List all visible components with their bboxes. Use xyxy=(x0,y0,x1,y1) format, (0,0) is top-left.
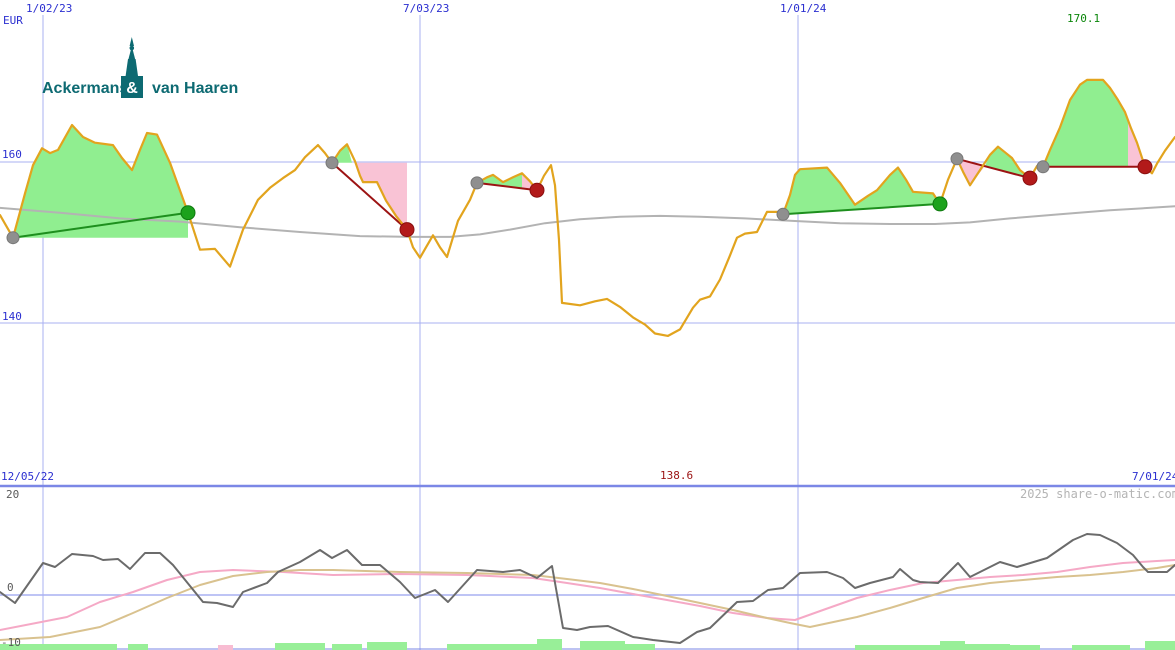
trade-3-entry-dot xyxy=(470,176,484,190)
price-tick-140: 140 xyxy=(2,310,22,323)
osc-tick-0: 0 xyxy=(7,581,14,594)
trade-2-exit-dot xyxy=(399,222,415,238)
oscillator-signal-pink xyxy=(0,559,1175,631)
histogram-bar-12 xyxy=(940,641,965,650)
logo-text-right: van Haaren xyxy=(152,80,239,97)
low-price-label: 138.6 xyxy=(660,469,694,482)
histogram-bar-16 xyxy=(1145,641,1175,650)
price-tick-160: 160 xyxy=(2,148,22,161)
histogram-bar-11 xyxy=(855,645,940,650)
trade-2-trend-line xyxy=(331,162,408,231)
trade2-profit-area xyxy=(332,144,352,163)
histogram-bar-6 xyxy=(367,642,407,650)
trade-1-trend-line xyxy=(12,211,189,239)
histogram-bar-14 xyxy=(1010,645,1040,650)
oscillator-signal-tan xyxy=(0,564,1175,641)
trade-5-trend-line xyxy=(956,157,1031,180)
trade-4-exit-dot xyxy=(932,196,948,212)
moving-average-line xyxy=(0,205,1175,238)
osc-tick-20: 20 xyxy=(6,488,20,501)
histogram-bar-7 xyxy=(447,644,537,650)
trade-3-trend-line xyxy=(476,181,538,192)
trade1-profit-area xyxy=(13,125,188,238)
trade-5-entry-dot xyxy=(950,152,964,166)
date-label-top-3: 1/01/24 xyxy=(780,2,827,15)
osc-tick-minus-10: -10 xyxy=(1,636,21,649)
trade-6-entry-dot xyxy=(1036,160,1050,174)
trade-1-entry-dot xyxy=(6,231,20,245)
trade-3-exit-dot xyxy=(529,182,545,198)
histogram-bar-4 xyxy=(275,643,325,650)
trade4-profit-area xyxy=(783,167,940,215)
trade6-profit-area xyxy=(1043,79,1128,167)
currency-label: EUR xyxy=(3,14,23,27)
trade-4-entry-dot xyxy=(776,207,790,221)
date-label-bottom-2: 7/01/24 xyxy=(1132,470,1175,483)
histogram-bar-1 xyxy=(0,644,117,650)
logo-tower-icon: & xyxy=(121,37,143,98)
histogram-bar-9 xyxy=(580,641,625,650)
histogram-bar-5 xyxy=(332,644,362,650)
trade-2-entry-dot xyxy=(325,156,339,170)
trade5-profit-area xyxy=(985,146,1030,179)
watermark: 2025 share-o-matic.com xyxy=(1020,487,1175,501)
histogram-bar-2 xyxy=(128,644,148,650)
histogram-bar-3 xyxy=(218,645,233,650)
trade-1-exit-dot xyxy=(180,205,196,221)
high-price-label: 170.1 xyxy=(1067,12,1101,25)
logo-text-left: Ackermans xyxy=(42,80,129,97)
trade-4-trend-line xyxy=(782,202,941,216)
date-label-top-1: 1/02/23 xyxy=(26,2,73,15)
trade-6-exit-dot xyxy=(1137,159,1153,175)
trade5-loss-area xyxy=(957,158,985,186)
date-label-top-2: 7/03/23 xyxy=(403,2,450,15)
histogram-bar-13 xyxy=(965,644,1010,650)
date-label-bottom-1: 12/05/22 xyxy=(1,470,54,483)
histogram-bar-15 xyxy=(1072,645,1130,650)
histogram-bar-8 xyxy=(537,639,562,650)
price-line xyxy=(0,78,1175,337)
logo-ampersand: & xyxy=(126,80,138,97)
oscillator-line xyxy=(0,533,1175,644)
trade-5-exit-dot xyxy=(1022,170,1038,186)
histogram-bar-10 xyxy=(625,644,655,650)
